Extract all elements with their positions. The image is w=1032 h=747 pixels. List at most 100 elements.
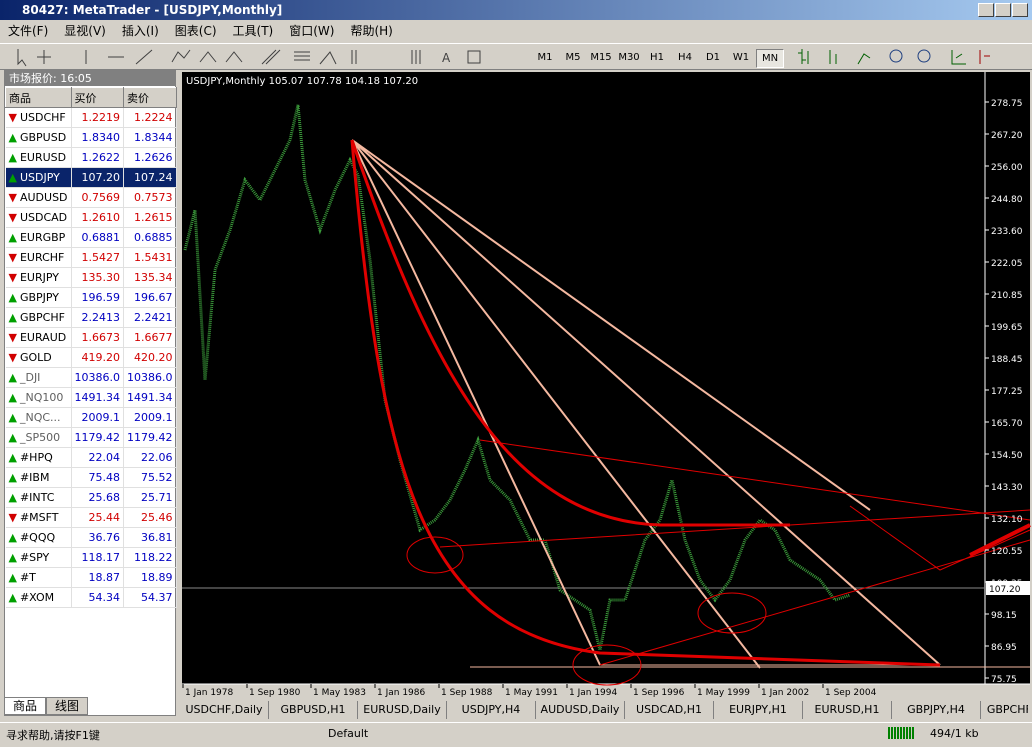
chart-tab[interactable]: EURUSD,Daily [358, 701, 447, 719]
maximize[interactable] [995, 3, 1011, 17]
ask: 25.46 [123, 507, 177, 528]
symbol-name: #SPY [19, 551, 50, 564]
quote-row[interactable]: ▲ #HPQ 22.04 22.06 [5, 447, 177, 468]
timeframe-button[interactable]: M5 [565, 52, 581, 63]
chart-tab[interactable]: USDCHF,Daily [180, 701, 269, 719]
timeframe-button[interactable]: M1 [537, 52, 553, 63]
ask: 1.2626 [123, 147, 177, 168]
symbol: ▲ #T [5, 567, 72, 588]
ask: 10386.0 [123, 367, 177, 388]
market-watch-title: 市场报价: 16:05 [5, 71, 175, 86]
chart-tab[interactable]: GBPUSD,H1 [269, 701, 358, 719]
ask: 2009.1 [123, 407, 177, 428]
quote-row[interactable]: ▲ _DJI 10386.0 10386.0 [5, 367, 177, 388]
menu-item[interactable]: 图表(C) [174, 24, 217, 38]
price-label: 154.50 [991, 451, 1023, 461]
date-label: 1 Sep 1980 [249, 688, 301, 698]
timeframe-button[interactable]: H1 [650, 52, 664, 63]
trend-icon: ▲ [8, 231, 17, 244]
chart-tab[interactable]: EURJPY,H1 [714, 701, 803, 719]
quote-row[interactable]: ▼ EURAUD 1.6673 1.6677 [5, 327, 177, 348]
symbol-name: #INTC [19, 491, 55, 504]
chart-tab[interactable]: AUDUSD,Daily [536, 701, 625, 719]
timeframe-button[interactable]: W1 [732, 52, 750, 63]
minimize[interactable] [978, 3, 994, 17]
symbol: ▲ #XOM [5, 587, 72, 608]
quote-row[interactable]: ▲ #IBM 75.48 75.52 [5, 467, 177, 488]
timeframe-button[interactable]: M15 [590, 52, 612, 63]
quote-row[interactable]: ▲ USDJPY 107.20 107.24 [5, 167, 177, 188]
ask: 75.52 [123, 467, 177, 488]
trend-icon: ▲ [8, 531, 17, 544]
menu-item[interactable]: 窗口(W) [289, 24, 335, 38]
quote-row[interactable]: ▼ GOLD 419.20 420.20 [5, 347, 177, 368]
symbol-name: USDCHF [19, 111, 66, 124]
symbol-name: _SP500 [19, 431, 61, 444]
trend-icon: ▲ [8, 471, 17, 484]
menu-item[interactable]: 工具(T) [232, 24, 274, 38]
quote-row[interactable]: ▼ EURCHF 1.5427 1.5431 [5, 247, 177, 268]
panel-tab[interactable]: 商品 [4, 697, 47, 715]
menu-bar: 文件(F) 显视(V) 插入(I) 图表(C) 工具(T) 窗口(W) 帮助(H) [0, 20, 1032, 41]
quote-row[interactable]: ▲ #QQQ 36.76 36.81 [5, 527, 177, 548]
quote-row[interactable]: ▲ #INTC 25.68 25.71 [5, 487, 177, 508]
bid: 419.20 [71, 347, 125, 368]
chart-tab[interactable]: USDCAD,H1 [625, 701, 714, 719]
quote-row[interactable]: ▲ #SPY 118.17 118.22 [5, 547, 177, 568]
quote-row[interactable]: ▲ _NQ100 1491.34 1491.34 [5, 387, 177, 408]
timeframe-button[interactable]: MN [756, 49, 784, 68]
symbol: ▼ EURJPY [5, 267, 72, 288]
symbol: ▲ #IBM [5, 467, 72, 488]
title-bar: 80427: MetaTrader - [USDJPY,Monthly] [0, 0, 1032, 20]
quote-row[interactable]: ▼ EURJPY 135.30 135.34 [5, 267, 177, 288]
ask: 0.7573 [123, 187, 177, 208]
quote-row[interactable]: ▼ USDCHF 1.2219 1.2224 [5, 107, 177, 128]
timeframe-button[interactable]: H4 [678, 52, 692, 63]
chart-tab[interactable]: GBPCHF,Daily [981, 701, 1028, 719]
quote-row[interactable]: ▲ EURGBP 0.6881 0.6885 [5, 227, 177, 248]
timeframe-button[interactable]: D1 [705, 52, 721, 63]
quote-row[interactable]: ▲ GBPCHF 2.2413 2.2421 [5, 307, 177, 328]
quote-row[interactable]: ▲ GBPJPY 196.59 196.67 [5, 287, 177, 308]
quote-row[interactable]: ▲ GBPUSD 1.8340 1.8344 [5, 127, 177, 148]
menu-item[interactable]: 插入(I) [121, 24, 159, 38]
timeframe-button[interactable]: M30 [618, 52, 640, 63]
bid: 118.17 [71, 547, 125, 568]
quote-row[interactable]: ▲ _NQC... 2009.1 2009.1 [5, 407, 177, 428]
quote-row[interactable]: ▼ AUDUSD 0.7569 0.7573 [5, 187, 177, 208]
quote-row[interactable]: ▲ #XOM 54.34 54.37 [5, 587, 177, 608]
price-label: 210.85 [991, 291, 1023, 301]
menu-item[interactable]: 显视(V) [64, 24, 106, 38]
date-label: 1 May 1999 [697, 688, 750, 698]
symbol-name: _NQC... [19, 411, 61, 424]
symbol-name: GBPJPY [19, 291, 60, 304]
ask: 25.71 [123, 487, 177, 508]
quote-row[interactable]: ▲ EURUSD 1.2622 1.2626 [5, 147, 177, 168]
status-profile: Default [328, 727, 369, 740]
quote-row[interactable]: ▼ #MSFT 25.44 25.46 [5, 507, 177, 528]
symbol: ▼ #MSFT [5, 507, 72, 528]
symbol: ▲ _NQ100 [5, 387, 72, 408]
ask: 1179.42 [123, 427, 177, 448]
bid: 107.20 [71, 167, 125, 188]
chart-tab[interactable]: USDJPY,H4 [447, 701, 536, 719]
menu-item[interactable]: 帮助(H) [350, 24, 393, 38]
symbol: ▲ _NQC... [5, 407, 72, 428]
panel-tab[interactable]: 线图 [46, 697, 89, 715]
close[interactable] [1012, 3, 1028, 17]
chart-tab[interactable]: EURUSD,H1 [803, 701, 892, 719]
trend-icon: ▲ [8, 431, 17, 444]
price-label: 267.20 [991, 131, 1023, 141]
symbol-name: _NQ100 [19, 391, 64, 404]
menu-item[interactable]: 文件(F) [8, 24, 49, 38]
chart-tab[interactable]: GBPJPY,H4 [892, 701, 981, 719]
quote-row[interactable]: ▲ _SP500 1179.42 1179.42 [5, 427, 177, 448]
quote-row[interactable]: ▲ #T 18.87 18.89 [5, 567, 177, 588]
trend-icon: ▲ [8, 591, 17, 604]
market-watch: 市场报价: 16:05 商品 买价 卖价 ▼ USDCHF 1.2219 1.2224 ▲ GB… [4, 70, 177, 716]
symbol: ▲ EURUSD [5, 147, 72, 168]
ask: 420.20 [123, 347, 177, 368]
quote-row[interactable]: ▼ USDCAD 1.2610 1.2615 [5, 207, 177, 228]
price-label: 233.60 [991, 227, 1023, 237]
